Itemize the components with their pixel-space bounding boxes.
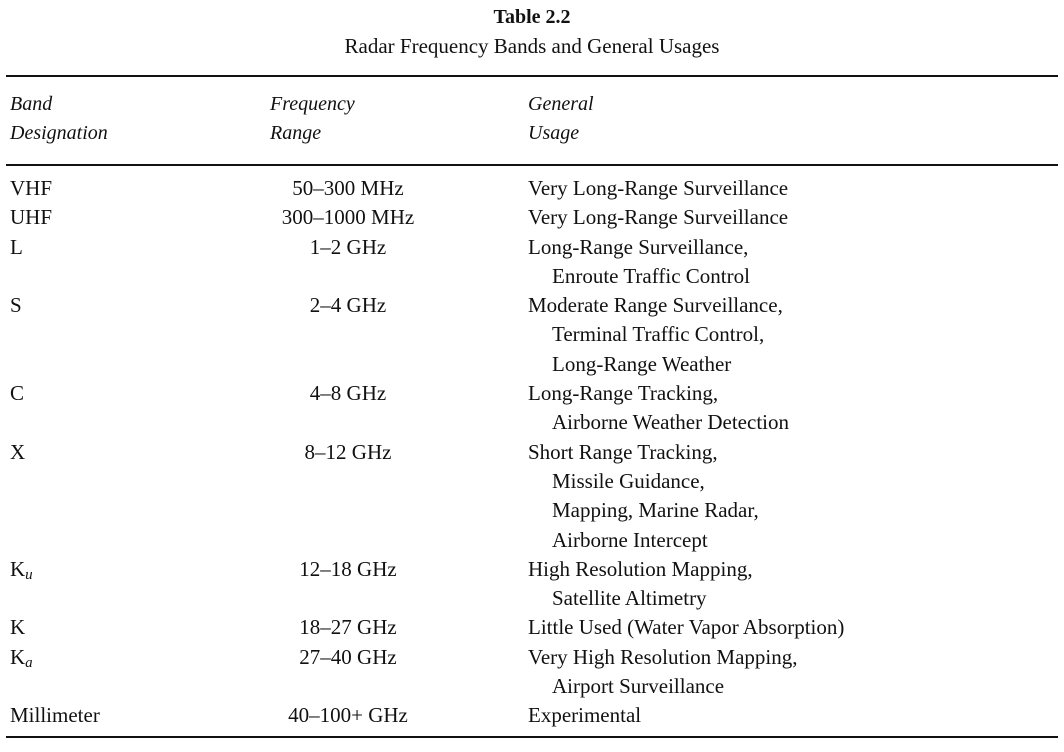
usage-line: Very Long-Range Surveillance — [528, 205, 789, 230]
general-usage: Very High Resolution Mapping, Airport Sur… — [528, 643, 1064, 702]
band-designation: S — [10, 291, 22, 320]
band-designation: UHF — [10, 203, 52, 232]
header-freq-line-1: Frequency — [270, 93, 355, 115]
band-letter: S — [10, 293, 22, 318]
band-designation: L — [10, 233, 23, 262]
usage-line: Moderate Range Surveillance, — [528, 293, 783, 318]
band-designation: K — [10, 613, 25, 642]
header-freq-line-2: Range — [270, 122, 322, 144]
header-general-usage: General Usage — [528, 90, 594, 148]
usage-line: Short Range Tracking, — [528, 439, 718, 464]
band-designation: VHF — [10, 174, 52, 203]
header-rule — [6, 164, 1058, 166]
table-row: VHF 50–300 MHz Very Long-Range Surveillanc… — [0, 174, 1064, 203]
band-letter: K — [10, 615, 26, 640]
frequency-range: 1–2 GHz — [309, 234, 387, 259]
band-letter: X — [10, 439, 26, 464]
table-title: Radar Frequency Bands and General Usages — [344, 34, 720, 58]
table-row: S 2–4 GHz Moderate Range Surveillance, Term… — [0, 291, 1064, 379]
usage-line: High Resolution Mapping, — [528, 556, 753, 581]
frequency-range: 300–1000 MHz — [281, 205, 415, 230]
usage-line: Missile Guidance, — [552, 468, 705, 493]
header-band-designation: Band Designation — [10, 90, 108, 148]
usage-line: Terminal Traffic Control, — [552, 322, 765, 347]
general-usage: Long-Range Tracking, Airborne Weather Det… — [528, 379, 1064, 438]
usage-line: Long-Range Tracking, — [528, 381, 719, 406]
frequency-range: 2–4 GHz — [309, 293, 387, 318]
band-letter: C — [10, 381, 25, 406]
table-row: K 18–27 GHz Little Used (Water Vapor Absor… — [0, 613, 1064, 642]
table-row: C 4–8 GHz Long-Range Tracking, Airborne Wea… — [0, 379, 1064, 438]
band-designation: X — [10, 438, 25, 467]
band-subscript: a — [25, 654, 33, 671]
usage-line: Very High Resolution Mapping, — [528, 644, 798, 669]
header-usage-line-2: Usage — [528, 122, 580, 144]
usage-line: Airborne Weather Detection — [552, 410, 789, 435]
usage-line: Long-Range Surveillance, — [528, 234, 749, 259]
usage-line: Enroute Traffic Control — [552, 263, 750, 288]
frequency-range: 18–27 GHz — [299, 615, 397, 640]
usage-line: Airport Surveillance — [552, 674, 725, 699]
frequency-range: 8–12 GHz — [304, 439, 392, 464]
usage-line: Long-Range Weather — [552, 351, 732, 376]
frequency-range: 50–300 MHz — [292, 176, 404, 200]
table-row: UHF 300–1000 MHz Very Long-Range Surveilla… — [0, 203, 1064, 232]
usage-line: Mapping, Marine Radar, — [552, 498, 759, 523]
band-letter: L — [10, 234, 23, 259]
band-letter: VHF — [10, 176, 53, 200]
frequency-range: 27–40 GHz — [299, 644, 397, 669]
table-row: Ku 12–18 GHz High Resolution Mapping, Satel… — [0, 555, 1064, 614]
table-row: Millimeter 40–100+ GHz Experimental — [0, 701, 1064, 730]
table-row: Ka 27–40 GHz Very High Resolution Mapping,… — [0, 643, 1064, 702]
general-usage: Very Long-Range Surveillance — [528, 174, 1064, 203]
top-rule — [6, 75, 1058, 77]
usage-line: Satellite Altimetry — [552, 586, 707, 611]
band-designation: C — [10, 379, 24, 408]
header-usage-line-1: General — [528, 93, 594, 115]
general-usage: Short Range Tracking, Missile Guidance, Ma… — [528, 438, 1064, 555]
band-letter: K — [10, 556, 26, 581]
usage-line: Experimental — [528, 703, 642, 728]
header-band-line-2: Designation — [10, 122, 108, 144]
frequency-range: 40–100+ GHz — [288, 703, 408, 728]
general-usage: Very Long-Range Surveillance — [528, 203, 1064, 232]
band-designation: Ka — [10, 643, 33, 672]
usage-line: Airborne Intercept — [552, 527, 708, 552]
usage-line: Little Used (Water Vapor Absorption) — [528, 615, 845, 640]
general-usage: Experimental — [528, 701, 1064, 730]
band-letter: UHF — [10, 205, 53, 230]
general-usage: Little Used (Water Vapor Absorption) — [528, 613, 1064, 642]
bottom-rule — [6, 736, 1058, 738]
table-row: X 8–12 GHz Short Range Tracking, Missile Gu… — [0, 438, 1064, 555]
table-number: Table 2.2 — [493, 6, 571, 28]
band-letter: Millimeter — [10, 703, 100, 728]
band-designation: Ku — [10, 555, 33, 584]
band-subscript: u — [25, 566, 33, 583]
frequency-range: 4–8 GHz — [309, 381, 387, 406]
general-usage: Moderate Range Surveillance, Terminal Tra… — [528, 291, 1064, 379]
frequency-range: 12–18 GHz — [299, 556, 397, 581]
header-frequency-range: Frequency Range — [270, 90, 355, 148]
general-usage: High Resolution Mapping, Satellite Altime… — [528, 555, 1064, 614]
table-body: VHF 50–300 MHz Very Long-Range Surveillanc… — [0, 174, 1064, 731]
band-letter: K — [10, 644, 26, 669]
general-usage: Long-Range Surveillance, Enroute Traffic … — [528, 233, 1064, 292]
usage-line: Very Long-Range Surveillance — [528, 176, 789, 200]
table-row: L 1–2 GHz Long-Range Surveillance, Enroute … — [0, 233, 1064, 292]
header-band-line-1: Band — [10, 93, 53, 115]
band-designation: Millimeter — [10, 701, 100, 730]
